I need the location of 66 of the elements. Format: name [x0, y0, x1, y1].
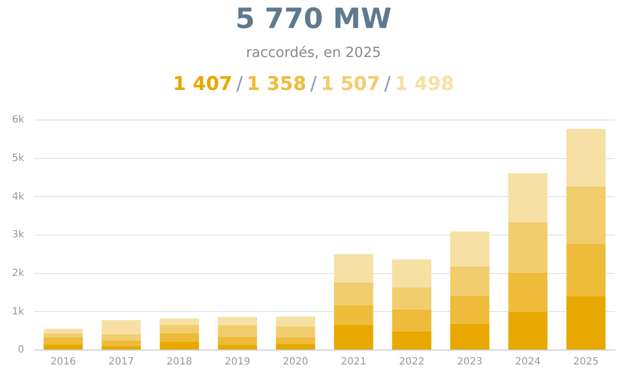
bar: [566, 296, 606, 350]
y-tick-label: 5k: [12, 152, 24, 164]
x-tick-label: 2020: [282, 356, 308, 368]
bar: [392, 260, 432, 288]
text: /: [384, 73, 391, 95]
bar: [450, 324, 490, 350]
text: 1 358: [246, 73, 306, 95]
bar: [392, 288, 432, 310]
bar: [44, 344, 83, 350]
bar: [218, 317, 258, 326]
bar: [334, 306, 374, 325]
y-tick-label: 0: [18, 344, 24, 356]
chart-title: 5 770 MW: [234, 1, 393, 36]
y-tick-label: 4k: [12, 191, 24, 202]
bar: [566, 186, 606, 244]
bar: [276, 326, 316, 338]
x-tick-label: 2016: [50, 356, 76, 368]
x-tick-label: 2023: [457, 356, 483, 368]
bar: [508, 312, 548, 350]
y-tick-label: 2k: [12, 268, 24, 279]
bar: [44, 334, 83, 338]
bar: [160, 318, 199, 325]
bar: [392, 331, 432, 350]
x-tick-label: 2024: [515, 356, 541, 368]
bar: [102, 340, 141, 346]
bar: [450, 296, 490, 324]
x-tick-label: 2019: [224, 356, 250, 368]
text: /: [236, 73, 243, 95]
bar: [334, 282, 374, 306]
text: /: [310, 73, 317, 95]
bar: [276, 337, 316, 344]
chart-subtitle: raccordés, en 2025: [244, 44, 382, 63]
bar: [160, 342, 199, 350]
bar: [450, 232, 490, 266]
bar: [508, 173, 548, 222]
bar: [102, 334, 141, 340]
bar: [508, 272, 548, 312]
bar: [566, 128, 606, 186]
x-tick-label: 2022: [398, 356, 424, 368]
text: 1 498: [394, 73, 454, 95]
text: 1 507: [320, 73, 380, 95]
bar: [276, 344, 316, 350]
y-tick-label: 1k: [12, 306, 24, 318]
bar: [44, 328, 83, 334]
bar: [508, 222, 548, 273]
bar: [218, 344, 258, 350]
bar: [160, 324, 199, 334]
bar: [218, 325, 258, 337]
x-tick-label: 2017: [108, 356, 134, 368]
x-tick-label: 2025: [573, 356, 599, 368]
bar: [102, 346, 141, 350]
bar: [218, 336, 258, 345]
x-tick-label: 2021: [340, 356, 366, 368]
bar: [450, 266, 490, 296]
bar: [102, 320, 141, 334]
bar: [334, 254, 374, 283]
text: 1 407: [172, 73, 232, 95]
bar: [334, 324, 374, 350]
bar: [276, 316, 316, 327]
bar: [160, 334, 199, 342]
y-tick-label: 6k: [12, 114, 24, 126]
bar: [392, 309, 432, 332]
bar: [566, 244, 606, 296]
x-tick-label: 2018: [166, 356, 192, 368]
y-tick-label: 3k: [12, 230, 24, 241]
bar: [44, 337, 83, 344]
